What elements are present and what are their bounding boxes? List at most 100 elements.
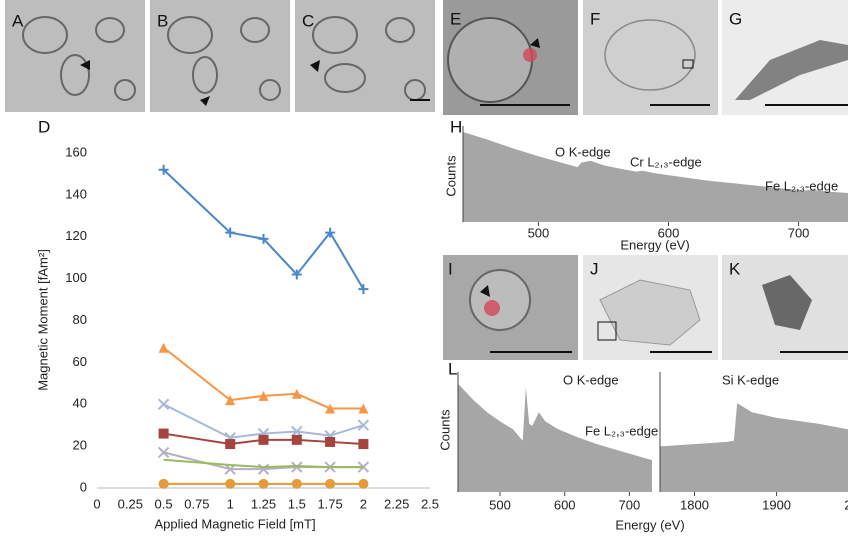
marker: [258, 478, 269, 489]
particle: [484, 300, 500, 316]
marker: [258, 434, 269, 445]
marker: [358, 284, 369, 295]
panel-letter: F: [590, 9, 600, 28]
x-tick-label: 2: [360, 496, 367, 511]
series-line: [162, 169, 365, 290]
annotation: Cr L₂,₃-edge: [630, 154, 702, 169]
marker: [258, 390, 269, 401]
x-tick-label: 0.25: [118, 496, 143, 511]
marker: [291, 461, 303, 473]
marker: [291, 434, 302, 445]
x-tick-label: 2.25: [384, 496, 409, 511]
marker: [225, 439, 236, 450]
x-tick-label: 0.5: [155, 496, 173, 511]
marker: [225, 478, 236, 489]
y-axis-label: Counts: [437, 409, 452, 451]
x-tick-label: 1.5: [288, 496, 306, 511]
panel-letter: E: [450, 9, 461, 28]
marker: [291, 425, 303, 438]
marker: [325, 227, 336, 238]
x-tick-label: 1: [227, 496, 234, 511]
y-tick-label: 60: [73, 354, 87, 369]
x-axis-label: Applied Magnetic Field [mT]: [154, 516, 315, 531]
x-tick-label: 2000: [844, 497, 848, 512]
series-line: [163, 458, 364, 469]
x-tick-label: 0.75: [184, 496, 209, 511]
x-tick-label: 2.5: [421, 496, 439, 511]
series-line: [163, 403, 364, 439]
particle: [523, 48, 537, 62]
y-tick-label: 0: [80, 479, 87, 494]
y-tick-label: 140: [65, 186, 87, 201]
y-tick-label: 40: [73, 396, 87, 411]
marker: [225, 395, 236, 406]
panel-letter: C: [302, 11, 314, 30]
x-tick-label: 500: [528, 225, 550, 240]
marker: [358, 439, 369, 450]
image: [295, 0, 435, 112]
spectrum: [458, 383, 652, 492]
x-tick-label: 500: [489, 497, 511, 512]
x-tick-label: 700: [788, 225, 810, 240]
image: [583, 0, 718, 115]
panel-letter: D: [38, 117, 50, 136]
series-line: [162, 346, 364, 410]
panel-letter: J: [590, 259, 599, 278]
cell: [447, 17, 533, 103]
image: [150, 0, 290, 112]
marker: [358, 403, 369, 414]
marker: [157, 398, 170, 410]
annotation: Fe L₂,₃-edge: [585, 423, 658, 438]
y-axis-label: Magnetic Moment [fAm²]: [35, 249, 50, 391]
marker: [291, 269, 302, 280]
x-tick-label: 700: [619, 497, 641, 512]
spectrum: [463, 132, 848, 222]
marker: [357, 419, 370, 431]
cell: [469, 269, 531, 331]
annotation: O K-edge: [563, 372, 619, 387]
panel-letter: B: [157, 11, 168, 30]
annotation: O K-edge: [555, 144, 611, 159]
arrowhead: [530, 38, 540, 48]
marker: [158, 478, 169, 489]
arrowhead: [200, 96, 210, 106]
y-tick-label: 20: [73, 438, 87, 453]
y-axis-label: Counts: [443, 155, 458, 197]
panel-letter: A: [12, 11, 24, 30]
x-axis-label: Energy (eV): [620, 237, 689, 252]
marker: [325, 436, 336, 447]
panel-letter: L: [448, 359, 457, 378]
marker: [257, 463, 270, 475]
x-tick-label: 1.75: [317, 496, 342, 511]
marker: [258, 233, 269, 244]
panel-letter: I: [448, 259, 453, 278]
x-tick-label: 1900: [762, 497, 791, 512]
inset-box: [682, 59, 694, 69]
annotation: Si K-edge: [722, 372, 779, 387]
marker: [158, 342, 169, 353]
spectrum: [660, 403, 848, 492]
series-line: [163, 432, 364, 446]
x-tick-label: 0: [93, 496, 100, 511]
arrowhead: [80, 60, 90, 70]
arrowhead: [310, 60, 320, 72]
annotation: Fe L₂,₃-edge: [765, 178, 838, 193]
marker: [291, 478, 302, 489]
cells: [22, 16, 426, 101]
cell: [604, 19, 696, 91]
y-tick-label: 100: [65, 270, 87, 285]
marker: [358, 478, 369, 489]
y-tick-label: 120: [65, 228, 87, 243]
marker: [157, 446, 170, 459]
cell: [599, 279, 701, 346]
marker: [158, 164, 169, 175]
particle: [735, 40, 848, 100]
particle: [762, 275, 812, 330]
y-tick-label: 80: [73, 312, 87, 327]
arrowhead: [480, 285, 490, 297]
marker: [158, 428, 169, 439]
x-tick-label: 1.25: [251, 496, 276, 511]
marker: [325, 403, 336, 414]
microscopy-images: A B C E F G I J K: [5, 0, 848, 360]
